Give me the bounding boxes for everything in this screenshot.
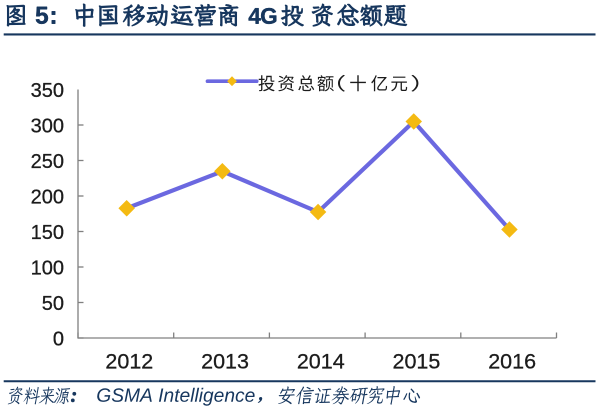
svg-text:250: 250 (31, 151, 64, 173)
svg-text:2016: 2016 (488, 350, 536, 374)
svg-text:200: 200 (31, 187, 64, 209)
svg-text:2015: 2015 (393, 350, 441, 374)
svg-text:2012: 2012 (105, 350, 153, 374)
svg-text:2013: 2013 (201, 350, 249, 374)
svg-text:2014: 2014 (297, 350, 345, 374)
svg-text:50: 50 (42, 293, 64, 315)
svg-text:300: 300 (31, 116, 64, 138)
svg-text:0: 0 (53, 329, 64, 351)
svg-text:100: 100 (31, 258, 64, 280)
svg-text:350: 350 (31, 80, 64, 102)
svg-text:150: 150 (31, 222, 64, 244)
